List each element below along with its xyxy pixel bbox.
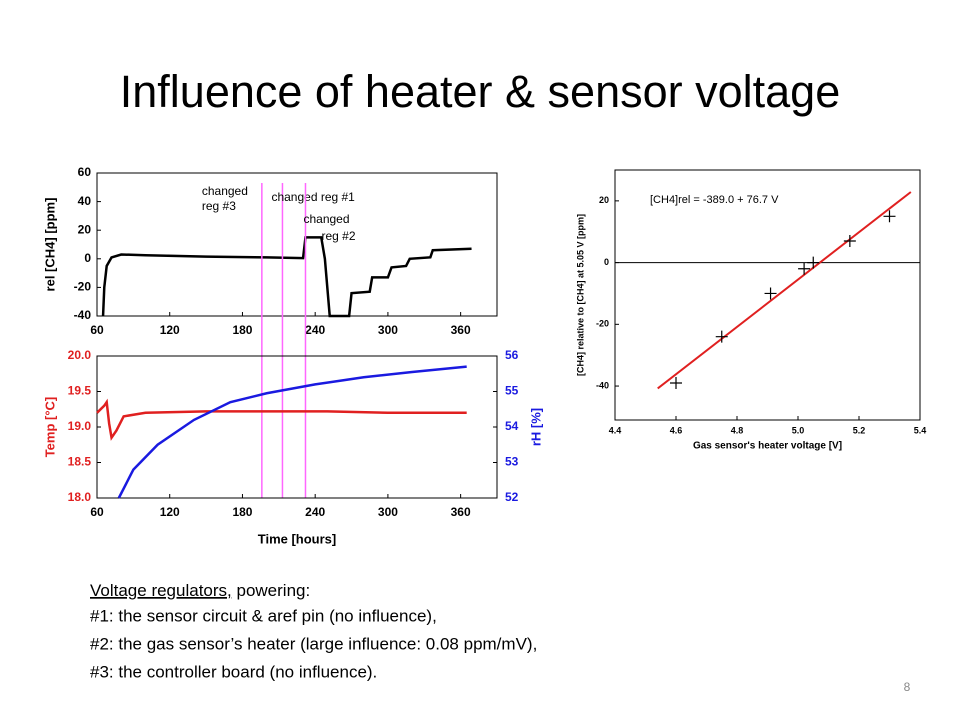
x-tick-label: 5.2 xyxy=(853,425,866,435)
x-tick-label: 240 xyxy=(305,323,325,337)
x-tick-label: 180 xyxy=(232,505,252,519)
x-tick-label: 240 xyxy=(305,505,325,519)
y-axis-label: [CH4] relative to [CH4] at 5.05 V [ppm] xyxy=(575,214,585,376)
plot-frame xyxy=(614,169,921,421)
y2-tick-label: 55 xyxy=(505,384,519,398)
x-tick-label: 60 xyxy=(90,323,104,337)
data-line xyxy=(117,365,467,499)
data-line xyxy=(101,236,472,318)
y-tick-label: -40 xyxy=(596,380,609,390)
x-tick-label: 4.8 xyxy=(731,425,744,435)
x-tick-label: 4.6 xyxy=(670,425,683,435)
event-label: changed xyxy=(202,184,248,198)
point xyxy=(807,256,820,269)
point xyxy=(843,234,856,247)
y-tick-label: -20 xyxy=(596,319,609,329)
y-tick-label: 20 xyxy=(599,195,609,205)
event-label: changed xyxy=(303,212,349,226)
notes-lead-rest: powering: xyxy=(232,581,310,600)
y-axis-label: Temp [°C] xyxy=(42,397,57,458)
y-tick-label: -20 xyxy=(74,280,92,294)
point xyxy=(715,330,728,343)
x-tick-label: 120 xyxy=(160,323,180,337)
y2-tick-label: 53 xyxy=(505,455,519,469)
point xyxy=(883,210,896,223)
slide-title: Influence of heater & sensor voltage xyxy=(120,66,840,117)
event-label: reg #2 xyxy=(321,229,355,243)
page-number: 8 xyxy=(904,680,911,694)
plot-frame xyxy=(96,355,498,499)
x-tick-label: 360 xyxy=(451,323,471,337)
point xyxy=(670,376,682,389)
y-tick-label: 19.5 xyxy=(68,384,92,398)
notes-line: #2: the gas sensor’s heater (large influ… xyxy=(90,634,537,653)
y-tick-label: 40 xyxy=(78,194,92,208)
fit-line xyxy=(657,191,912,390)
x-tick-label: 360 xyxy=(451,505,471,519)
plot-frame xyxy=(96,172,498,317)
x-axis-label: Gas sensor's heater voltage [V] xyxy=(693,441,842,452)
x-tick-label: 120 xyxy=(160,505,180,519)
notes-lead: Voltage regulators, powering: xyxy=(90,581,310,600)
data-line xyxy=(96,398,467,441)
x-tick-label: 4.4 xyxy=(609,425,622,435)
y-tick-label: 0 xyxy=(84,251,91,265)
event-label: reg #3 xyxy=(202,199,236,213)
x-tick-label: 180 xyxy=(232,323,252,337)
x-axis-label: Time [hours] xyxy=(258,531,337,546)
x-tick-label: 300 xyxy=(378,323,398,337)
y-tick-label: 60 xyxy=(78,165,92,179)
y-tick-label: 20.0 xyxy=(68,348,92,362)
point xyxy=(764,287,777,300)
point xyxy=(798,262,811,275)
x-tick-label: 300 xyxy=(378,505,398,519)
y-tick-label: 18.0 xyxy=(68,490,92,504)
notes-line: #1: the sensor circuit & aref pin (no in… xyxy=(90,606,437,625)
y2-axis-label: rH [%] xyxy=(528,408,543,446)
x-tick-label: 60 xyxy=(90,505,104,519)
y-tick-label: 20 xyxy=(78,222,92,236)
y-axis-label: rel [CH4] [ppm] xyxy=(42,198,57,292)
x-tick-label: 5.4 xyxy=(914,425,927,435)
y-tick-label: 19.0 xyxy=(68,419,92,433)
fit-equation: [CH4]rel = -389.0 + 76.7 V xyxy=(650,194,779,206)
y2-tick-label: 54 xyxy=(505,419,519,433)
x-tick-label: 5.0 xyxy=(792,425,805,435)
notes-lead-underlined: Voltage regulators, xyxy=(90,581,232,600)
y2-tick-label: 56 xyxy=(505,348,519,362)
y-tick-label: 18.5 xyxy=(68,455,92,469)
notes-line: #3: the controller board (no influence). xyxy=(90,662,377,681)
y2-tick-label: 52 xyxy=(505,490,519,504)
y-tick-label: -40 xyxy=(74,308,92,322)
event-label: changed reg #1 xyxy=(271,190,355,204)
y-tick-label: 0 xyxy=(604,257,609,267)
